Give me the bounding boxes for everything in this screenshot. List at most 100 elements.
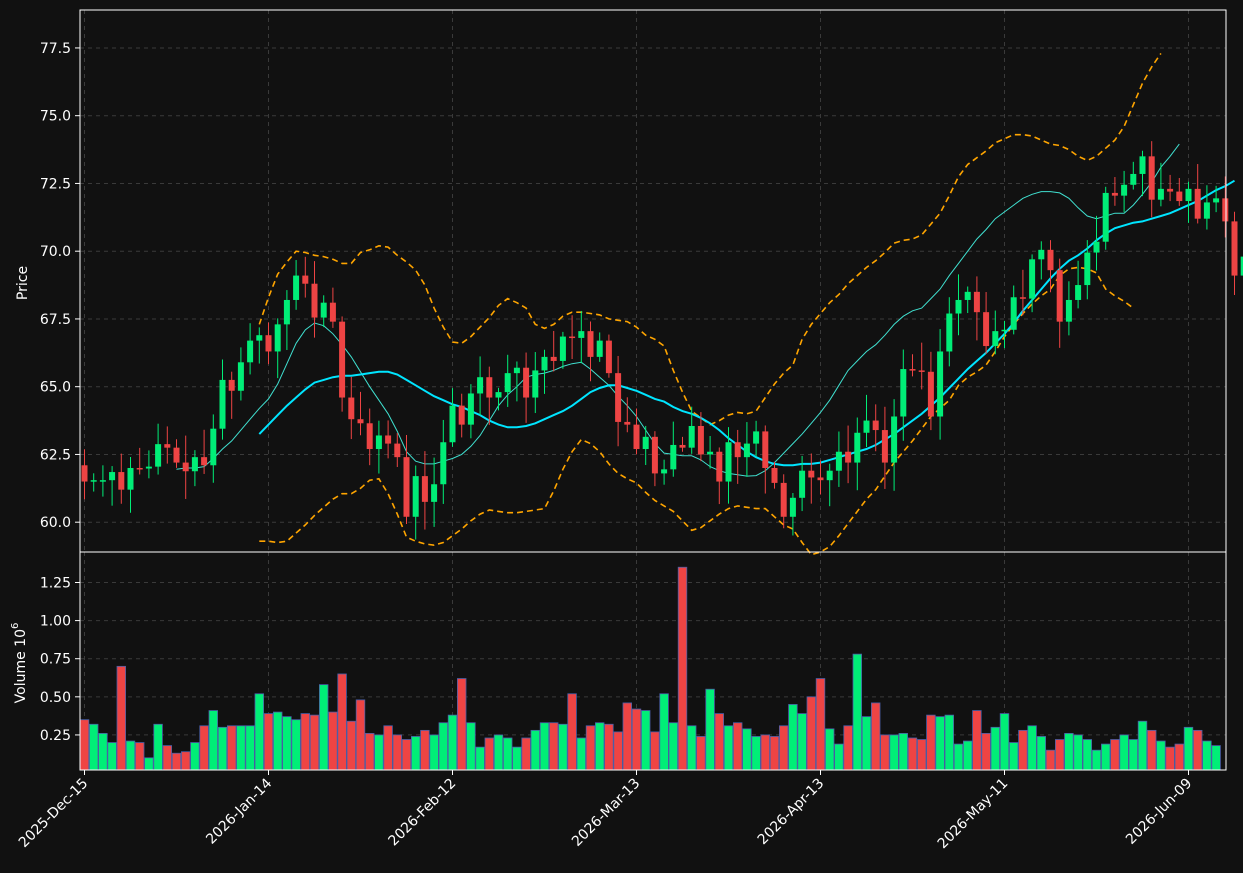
candle-body-48 — [523, 367, 530, 398]
candle-33 — [385, 420, 392, 459]
candle-57 — [605, 334, 612, 378]
volume-bar-80 — [815, 678, 826, 771]
volume-bar-59 — [622, 702, 633, 771]
volume-bar-41 — [456, 678, 467, 771]
candle-41 — [458, 393, 465, 438]
price-tick-label-5: 72.5 — [40, 176, 71, 192]
volume-y-ticks: 0.25 0.50 0.75 1.00 1.25 — [40, 575, 80, 744]
volume-bar-81 — [825, 728, 835, 771]
candle-44 — [486, 366, 493, 425]
candle-body-26 — [320, 302, 327, 318]
candle-122 — [1203, 185, 1210, 230]
candle-body-117 — [1157, 188, 1164, 200]
candle-body-89 — [900, 369, 907, 417]
candle-106 — [1056, 258, 1063, 348]
candle-99 — [992, 310, 999, 355]
volume-tick-label-0: 0.25 — [40, 728, 71, 744]
candle-body-12 — [191, 457, 198, 472]
candle-34 — [394, 433, 401, 467]
candle-35 — [403, 434, 410, 525]
volume-bar-90 — [907, 737, 918, 771]
candle-body-103 — [1029, 259, 1036, 299]
candle-61 — [642, 425, 649, 465]
volume-bar-93 — [935, 716, 945, 771]
candle-body-2 — [99, 480, 106, 482]
volume-bar-32 — [374, 734, 384, 771]
candle-80 — [817, 460, 824, 495]
candle-body-94 — [946, 313, 953, 352]
candle-body-8 — [155, 444, 162, 467]
candle-body-125 — [1231, 221, 1238, 276]
volume-bar-25 — [309, 714, 320, 771]
candle-body-55 — [587, 331, 594, 357]
candle-120 — [1185, 181, 1192, 223]
volume-bar-85 — [861, 716, 872, 771]
candle-body-100 — [1001, 329, 1008, 332]
candle-body-22 — [283, 299, 290, 325]
volume-bar-2 — [98, 733, 108, 771]
candle-53 — [569, 315, 576, 359]
volume-bar-18 — [245, 725, 255, 771]
candle-12 — [191, 450, 198, 487]
candle-25 — [311, 261, 318, 338]
volume-bar-114 — [1128, 739, 1139, 771]
volume-bar-89 — [898, 733, 909, 771]
candle-102 — [1019, 269, 1026, 316]
volume-bar-66 — [687, 725, 697, 771]
volume-bar-28 — [337, 673, 347, 771]
candle-19 — [256, 327, 263, 364]
volume-bar-43 — [475, 746, 485, 771]
candle-10 — [173, 439, 180, 468]
candle-27 — [329, 287, 336, 328]
volume-bar-73 — [751, 736, 761, 771]
candle-28 — [339, 316, 346, 412]
candle-114 — [1130, 161, 1137, 190]
volume-bar-109 — [1082, 739, 1093, 771]
volume-bar-1 — [89, 723, 99, 771]
candle-body-0 — [81, 465, 88, 482]
volume-tick-label-3: 1.00 — [40, 614, 71, 630]
candle-body-47 — [513, 367, 520, 374]
candle-79 — [808, 453, 815, 504]
candle-body-4 — [118, 472, 125, 490]
volume-bar-5 — [125, 740, 136, 771]
candle-16 — [228, 371, 235, 419]
candle-48 — [523, 352, 530, 423]
price-tick-label-4: 70.0 — [40, 244, 71, 260]
candle-88 — [891, 399, 898, 491]
candle-58 — [615, 355, 622, 447]
candle-body-76 — [780, 482, 787, 517]
candle-body-86 — [872, 420, 879, 431]
volume-bar-65 — [677, 566, 688, 771]
volume-bar-38 — [429, 734, 439, 771]
volume-bar-51 — [549, 722, 559, 771]
volume-bar-82 — [834, 743, 844, 771]
candle-0 — [81, 449, 88, 500]
candle-body-49 — [532, 370, 539, 398]
volume-bar-78 — [797, 713, 807, 771]
candle-98 — [983, 292, 990, 354]
candle-26 — [320, 295, 327, 328]
candle-9 — [164, 426, 171, 464]
candle-8 — [155, 423, 162, 475]
volume-bar-19 — [254, 693, 265, 771]
volume-bar-46 — [502, 737, 513, 771]
candle-body-99 — [992, 331, 999, 347]
volume-bar-120 — [1183, 726, 1194, 771]
volume-bar-103 — [1027, 725, 1037, 771]
volume-bar-122 — [1202, 740, 1212, 771]
candle-92 — [927, 351, 934, 431]
candle-body-95 — [955, 299, 962, 314]
candle-body-14 — [210, 428, 217, 466]
candle-body-63 — [661, 469, 668, 474]
candle-body-83 — [845, 451, 852, 463]
candle-body-92 — [927, 371, 934, 417]
candle-5 — [127, 456, 134, 513]
price-tick-label-2: 65.0 — [40, 380, 71, 396]
candle-110 — [1093, 215, 1100, 271]
candle-body-105 — [1047, 249, 1054, 271]
candle-87 — [881, 406, 888, 489]
candle-123 — [1213, 185, 1220, 213]
candle-11 — [182, 435, 189, 499]
candle-49 — [532, 352, 539, 414]
